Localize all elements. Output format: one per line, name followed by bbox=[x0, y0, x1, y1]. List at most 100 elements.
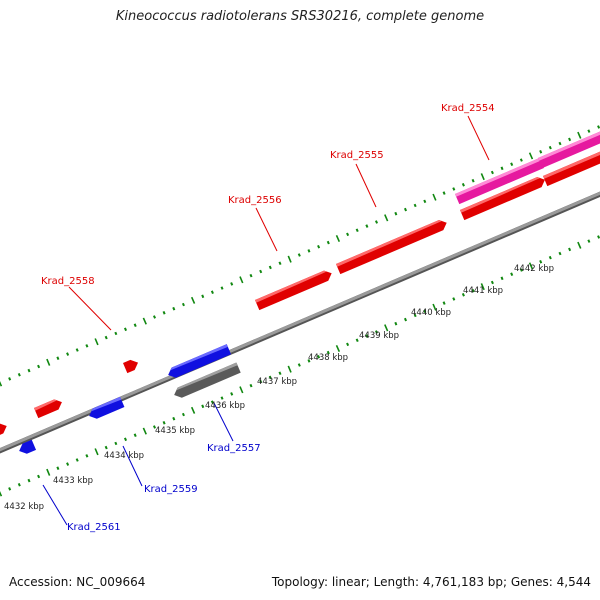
gene-krad-2561[interactable] bbox=[17, 439, 37, 456]
minor-tick bbox=[123, 437, 128, 442]
scale-label: 4442 kbp bbox=[514, 264, 554, 274]
forward-genes bbox=[0, 130, 600, 439]
minor-tick bbox=[597, 235, 600, 239]
gene-krad-2558[interactable] bbox=[123, 358, 140, 374]
minor-tick bbox=[181, 302, 185, 307]
major-tick bbox=[432, 193, 437, 201]
minor-tick bbox=[201, 294, 205, 299]
scale-label: 4434 kbp bbox=[104, 451, 144, 461]
minor-tick bbox=[374, 220, 379, 224]
minor-tick bbox=[66, 462, 70, 466]
scale-label: 4433 kbp bbox=[53, 476, 93, 486]
forward-tick-track bbox=[0, 125, 600, 387]
minor-tick bbox=[317, 354, 321, 359]
minor-tick bbox=[27, 368, 31, 373]
label-krad-2555[interactable]: Krad_2555 bbox=[330, 150, 384, 161]
minor-tick bbox=[452, 187, 456, 191]
major-tick bbox=[46, 358, 51, 366]
scale-label: 4432 kbp bbox=[4, 502, 44, 512]
label-krad-2556[interactable]: Krad_2556 bbox=[228, 195, 282, 206]
label-krad-2559[interactable]: Krad_2559 bbox=[144, 484, 198, 495]
minor-tick bbox=[297, 253, 301, 257]
major-tick bbox=[94, 338, 99, 346]
major-tick bbox=[287, 255, 292, 263]
minor-tick bbox=[268, 375, 272, 380]
minor-tick bbox=[181, 412, 185, 417]
minor-tick bbox=[307, 249, 311, 253]
label-krad-2558[interactable]: Krad_2558 bbox=[41, 276, 95, 287]
major-tick bbox=[142, 427, 147, 435]
minor-tick bbox=[568, 137, 572, 142]
leader-krad-2561 bbox=[42, 484, 68, 526]
minor-tick bbox=[510, 162, 514, 166]
minor-tick bbox=[220, 396, 224, 400]
minor-tick bbox=[568, 247, 572, 252]
minor-tick bbox=[123, 327, 128, 332]
minor-tick bbox=[104, 335, 108, 340]
minor-tick bbox=[394, 211, 398, 216]
genome-summary-text: Topology: linear; Length: 4,761,183 bp; … bbox=[271, 575, 591, 589]
major-tick bbox=[190, 406, 196, 414]
label-krad-2554[interactable]: Krad_2554 bbox=[441, 103, 495, 114]
major-tick bbox=[287, 365, 292, 373]
minor-tick bbox=[326, 240, 330, 245]
minor-tick bbox=[403, 207, 408, 212]
major-tick bbox=[480, 173, 485, 181]
minor-tick bbox=[56, 356, 60, 360]
minor-tick bbox=[326, 350, 330, 355]
label-krad-2561[interactable]: Krad_2561 bbox=[67, 522, 121, 533]
leader-krad-2559 bbox=[122, 445, 143, 487]
gene-krad-2557-gray[interactable] bbox=[172, 362, 241, 401]
leader-krad-2556 bbox=[255, 207, 278, 252]
minor-tick bbox=[114, 331, 118, 336]
accession-text: Accession: NC_009664 bbox=[9, 575, 146, 589]
minor-tick bbox=[259, 379, 263, 384]
gene-krad-2554-b[interactable] bbox=[538, 130, 600, 169]
minor-tick bbox=[66, 352, 70, 356]
gene-small-forward-b[interactable] bbox=[0, 421, 9, 439]
minor-tick bbox=[519, 268, 523, 272]
minor-tick bbox=[210, 400, 214, 404]
scale-label: 4435 kbp bbox=[155, 426, 195, 436]
gene-krad-2555-b[interactable] bbox=[543, 148, 600, 187]
major-tick bbox=[239, 276, 244, 284]
minor-tick bbox=[423, 199, 427, 204]
major-tick bbox=[335, 344, 341, 353]
gene-krad-2559[interactable] bbox=[87, 396, 125, 421]
gene-krad-2554-a[interactable] bbox=[455, 157, 544, 205]
gene-krad-2557-fwd[interactable] bbox=[255, 268, 334, 311]
minor-tick bbox=[114, 441, 118, 446]
minor-tick bbox=[249, 383, 253, 388]
minor-tick bbox=[413, 313, 417, 318]
major-tick bbox=[239, 386, 244, 394]
minor-tick bbox=[539, 150, 543, 154]
minor-tick bbox=[85, 454, 89, 458]
minor-tick bbox=[317, 244, 321, 249]
minor-tick bbox=[297, 363, 301, 367]
label-krad-2557[interactable]: Krad_2557 bbox=[207, 443, 261, 454]
minor-tick bbox=[56, 466, 60, 470]
minor-tick bbox=[442, 301, 446, 305]
scale-label: 4436 kbp bbox=[205, 401, 245, 411]
leader-krad-2558 bbox=[68, 286, 112, 331]
gene-small-forward-a[interactable] bbox=[34, 397, 64, 419]
minor-tick bbox=[37, 474, 41, 479]
minor-tick bbox=[278, 261, 282, 266]
minor-tick bbox=[346, 342, 350, 347]
minor-tick bbox=[268, 265, 272, 270]
minor-tick bbox=[307, 359, 311, 363]
minor-tick bbox=[152, 315, 157, 319]
minor-tick bbox=[85, 344, 89, 348]
minor-tick bbox=[597, 125, 600, 129]
minor-tick bbox=[104, 445, 108, 450]
minor-tick bbox=[461, 183, 465, 187]
gene-krad-2555-a[interactable] bbox=[460, 175, 547, 221]
minor-tick bbox=[249, 273, 253, 278]
gene-krad-2556[interactable] bbox=[336, 218, 449, 275]
major-tick bbox=[528, 152, 534, 160]
minor-tick bbox=[27, 478, 31, 483]
gene-krad-2557[interactable] bbox=[166, 344, 232, 380]
minor-tick bbox=[365, 334, 369, 338]
major-tick bbox=[384, 214, 389, 222]
